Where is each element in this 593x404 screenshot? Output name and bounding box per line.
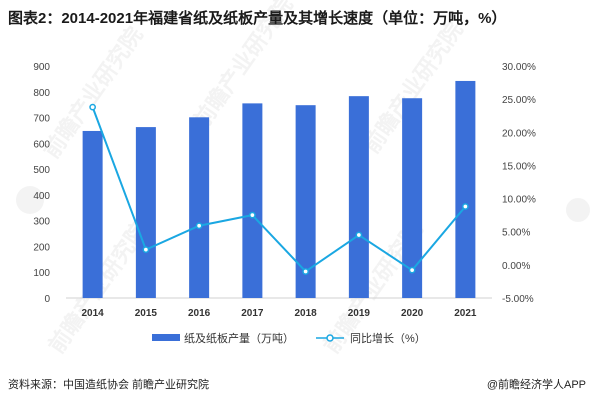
x-tick-label: 2019 [348,308,371,319]
bar [455,80,476,298]
y-tick-label-left: 300 [33,217,50,228]
y-tick-label-right: 30.00% [502,62,536,73]
y-tick-label-left: 500 [33,165,50,176]
watermark-logo-icon [566,198,590,222]
legend: 纸及纸板产量（万吨） 同比增长（%） [152,331,426,345]
legend-bar-swatch [152,334,180,341]
y-tick-label-left: 400 [33,191,50,202]
y-tick-label-left: 100 [33,268,50,279]
x-tick-label: 2018 [295,308,318,319]
bar [402,98,423,298]
legend-bar-label: 纸及纸板产量（万吨） [184,331,294,345]
brand-credit: @前瞻经济学人APP [486,379,586,391]
bar [135,127,156,299]
line-point [195,222,203,230]
right-axis: -5.00% 0.00% 5.00% 10.00% 15.00% 20.00% 25.00%… [502,62,536,305]
line-point [355,231,363,239]
x-tick-label: 2017 [241,308,264,319]
line-point [142,246,150,253]
x-axis: 2014 2015 2016 2017 2018 2019 2020 2021 [82,308,477,319]
y-tick-label-right: 25.00% [502,95,536,106]
bar-series [82,80,476,299]
y-tick-label-right: -5.00% [502,294,534,305]
y-tick-label-right: 15.00% [502,161,536,172]
bar [82,130,103,298]
legend-line-marker [326,334,334,342]
bar [295,105,316,298]
line-point [89,103,96,111]
y-tick-label-right: 5.00% [502,228,530,239]
y-tick-label-left: 0 [44,294,50,305]
footer: 资料来源：中国造纸协会 前瞻产业研究院 @前瞻经济学人APP [8,376,586,392]
x-tick-label: 2020 [401,308,424,319]
x-tick-label: 2014 [82,308,105,319]
line-series [89,103,469,275]
growth-line [91,106,467,273]
y-tick-label-left: 200 [33,242,50,253]
x-tick-label: 2021 [454,308,477,319]
y-tick-label-left: 600 [33,139,50,150]
y-tick-label-right: 10.00% [502,195,536,206]
left-axis: 0 100 200 300 400 500 600 700 800 900 [33,62,50,305]
line-point [408,266,416,274]
y-tick-label-right: 0.00% [502,261,530,272]
watermark-logo-icon [16,186,44,214]
chart-title: 图表2：2014-2021年福建省纸及纸板产量及其增长速度（单位：万吨，%） [8,10,507,27]
bar [189,117,210,298]
line-point [302,268,309,275]
y-tick-label-right: 20.00% [502,128,536,139]
y-tick-label-left: 800 [33,88,50,99]
bar [348,96,369,298]
line-point [462,203,469,210]
x-tick-label: 2015 [135,308,158,319]
line-point [249,211,256,219]
y-tick-label-left: 700 [33,114,50,125]
legend-line-label: 同比增长（%） [350,331,426,345]
x-tick-label: 2016 [188,308,211,319]
bar [242,103,263,298]
source-note: 资料来源：中国造纸协会 前瞻产业研究院 [8,379,210,391]
y-tick-label-left: 900 [33,62,50,73]
